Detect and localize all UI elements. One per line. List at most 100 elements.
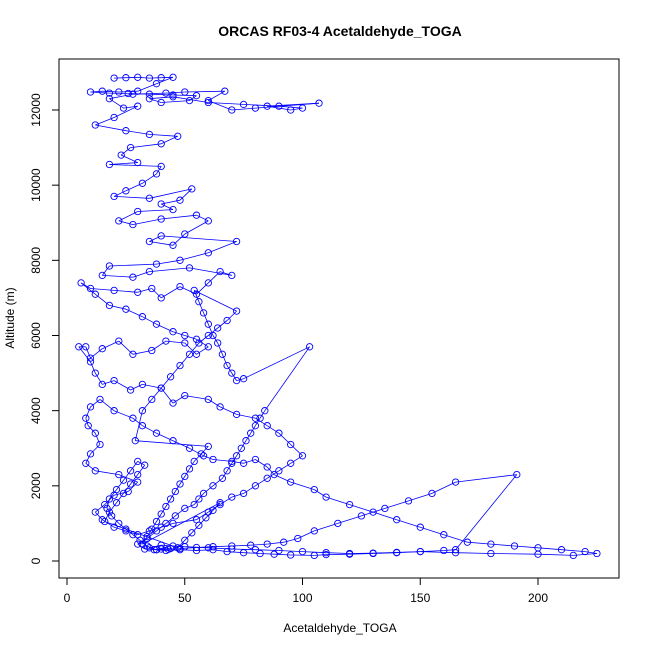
data-point (138, 422, 147, 430)
data-point (451, 546, 460, 554)
data-point (261, 407, 269, 415)
data-point (218, 474, 227, 482)
data-point (195, 298, 203, 306)
series-segment (156, 523, 167, 532)
data-point (451, 478, 460, 486)
series-segment (184, 90, 225, 93)
series-segment (172, 331, 185, 336)
series-segment (255, 477, 268, 487)
data-point (119, 489, 128, 498)
data-point (298, 547, 307, 556)
data-point (134, 288, 142, 296)
series-segment (161, 203, 174, 210)
data-point (294, 534, 302, 543)
data-point (270, 470, 278, 479)
data-point (202, 514, 210, 522)
data-point (232, 376, 241, 385)
data-point (115, 519, 123, 528)
data-point (91, 290, 99, 298)
data-point (86, 284, 95, 293)
series-segment (160, 506, 167, 515)
data-point (287, 551, 295, 559)
data-point (145, 95, 154, 103)
series-segment (314, 554, 327, 556)
data-point (162, 519, 170, 528)
data-point (129, 90, 137, 98)
data-point (228, 369, 236, 377)
data-point (185, 264, 194, 272)
data-point (239, 489, 248, 498)
series-segment (189, 447, 204, 457)
data-point (157, 294, 165, 302)
data-point (82, 459, 90, 467)
series-segment (326, 552, 350, 554)
series-segment (90, 444, 101, 455)
data-point (487, 540, 495, 548)
data-point (143, 534, 151, 543)
data-point (310, 527, 318, 535)
series-segment (90, 361, 96, 374)
data-point (256, 549, 264, 558)
data-point (129, 350, 137, 358)
series-segment (219, 406, 237, 415)
series-segment (236, 448, 242, 457)
data-point (209, 546, 217, 554)
data-point (148, 395, 156, 404)
series-segment (372, 511, 397, 521)
series-segment (260, 553, 275, 555)
x-axis-label: Acetaldehyde_TOGA (283, 621, 396, 635)
data-point (152, 429, 161, 437)
series-segment (142, 425, 157, 434)
y-axis-label: Altitude (m) (3, 287, 17, 348)
series-segment (132, 218, 162, 225)
data-point (84, 422, 92, 430)
data-point (216, 499, 224, 507)
y-tick-label: 2000 (29, 472, 43, 499)
data-point (82, 414, 90, 422)
data-point (192, 290, 201, 298)
data-point (440, 531, 448, 539)
data-point (209, 506, 217, 514)
data-point (98, 345, 106, 353)
series-segment (123, 470, 131, 481)
data-point (110, 192, 118, 201)
series-segment (396, 551, 421, 554)
data-point (141, 461, 149, 469)
data-point (251, 546, 260, 554)
series-segment (161, 135, 178, 145)
series-segment (189, 342, 200, 355)
series-segment (184, 504, 195, 509)
series-segment (384, 500, 409, 509)
data-point (110, 74, 118, 82)
data-point (169, 93, 177, 101)
data-point (275, 429, 283, 437)
series-segment (217, 342, 223, 355)
data-point (134, 102, 142, 110)
series-segment (95, 470, 119, 475)
data-point (181, 472, 189, 481)
data-point (237, 444, 245, 452)
data-point (129, 273, 137, 281)
data-point (145, 130, 154, 139)
series-segment (226, 310, 237, 321)
series-segment (561, 549, 586, 552)
chart-title: ORCAS RF03-4 Acetaldehyde_TOGA (218, 23, 462, 39)
data-point (82, 343, 90, 351)
data-point (166, 373, 175, 381)
data-point (204, 98, 212, 107)
data-point (322, 550, 330, 559)
data-point (188, 185, 196, 193)
series-segment (203, 312, 209, 325)
series-segment (137, 76, 150, 79)
data-point (190, 500, 198, 509)
series-segment (325, 496, 350, 505)
series-segment (278, 462, 291, 472)
data-point (451, 549, 460, 557)
data-point (298, 452, 307, 460)
data-point (105, 262, 114, 270)
data-point (138, 179, 147, 187)
series-segment (490, 553, 539, 555)
series-segment (179, 476, 186, 485)
series-segment (121, 154, 138, 163)
data-point (204, 343, 212, 351)
